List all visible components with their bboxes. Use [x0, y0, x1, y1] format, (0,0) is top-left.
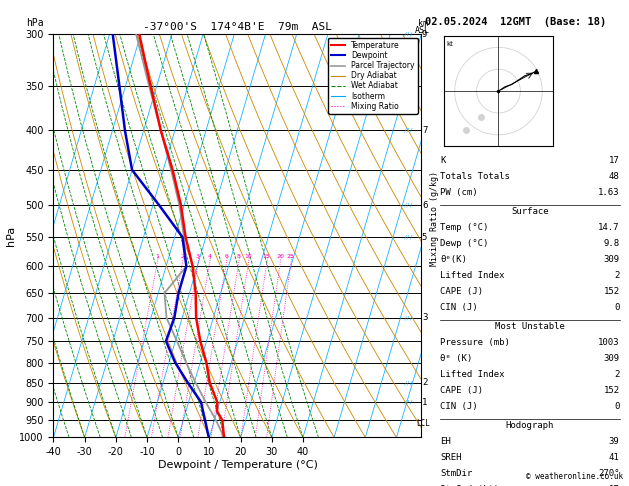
Text: 15: 15 [263, 254, 270, 260]
Text: ///: /// [403, 32, 413, 36]
Text: 152: 152 [603, 287, 620, 296]
Text: K: K [440, 156, 446, 165]
Title: -37°00'S  174°4B'E  79m  ASL: -37°00'S 174°4B'E 79m ASL [143, 22, 332, 32]
Text: Temp (°C): Temp (°C) [440, 223, 489, 232]
Text: 0: 0 [614, 303, 620, 312]
X-axis label: Dewpoint / Temperature (°C): Dewpoint / Temperature (°C) [157, 460, 318, 470]
Text: ///: /// [403, 399, 413, 405]
Text: Lifted Index: Lifted Index [440, 370, 505, 379]
Text: 1003: 1003 [598, 338, 620, 347]
Text: 39: 39 [609, 437, 620, 446]
Text: CIN (J): CIN (J) [440, 402, 478, 411]
Text: 9.8: 9.8 [603, 239, 620, 248]
Text: 41: 41 [609, 453, 620, 462]
Text: Lifted Index: Lifted Index [440, 271, 505, 280]
Text: ///: /// [403, 203, 413, 208]
Text: 1: 1 [155, 254, 159, 260]
Text: © weatheronline.co.uk: © weatheronline.co.uk [526, 472, 623, 481]
Text: ///: /// [403, 235, 413, 240]
Text: 6: 6 [225, 254, 228, 260]
Y-axis label: hPa: hPa [6, 226, 16, 246]
Text: Surface: Surface [511, 207, 548, 216]
Text: 14.7: 14.7 [598, 223, 620, 232]
Text: 10: 10 [245, 254, 252, 260]
Text: ASL: ASL [415, 26, 430, 35]
Text: 1.63: 1.63 [598, 188, 620, 197]
Text: 20: 20 [276, 254, 284, 260]
Text: 6: 6 [422, 201, 427, 209]
Text: 309: 309 [603, 354, 620, 363]
Text: 7: 7 [422, 126, 427, 135]
Text: ///: /// [403, 128, 413, 133]
Text: km: km [418, 19, 428, 28]
Text: 9: 9 [422, 30, 427, 38]
Text: Most Unstable: Most Unstable [495, 322, 565, 331]
Text: CAPE (J): CAPE (J) [440, 386, 483, 395]
Text: 2: 2 [181, 254, 184, 260]
Text: CAPE (J): CAPE (J) [440, 287, 483, 296]
Text: hPa: hPa [26, 18, 44, 28]
Text: 0: 0 [614, 402, 620, 411]
Text: Pressure (mb): Pressure (mb) [440, 338, 510, 347]
Text: 8: 8 [237, 254, 240, 260]
Text: 17: 17 [609, 485, 620, 486]
Text: 270°: 270° [598, 469, 620, 478]
Text: Totals Totals: Totals Totals [440, 172, 510, 181]
Text: 2: 2 [614, 271, 620, 280]
Text: StmSpd (kt): StmSpd (kt) [440, 485, 499, 486]
Text: Mixing Ratio (g/kg): Mixing Ratio (g/kg) [430, 171, 438, 266]
Text: Dewp (°C): Dewp (°C) [440, 239, 489, 248]
Text: CIN (J): CIN (J) [440, 303, 478, 312]
Text: 1: 1 [422, 398, 427, 407]
Text: 17: 17 [609, 156, 620, 165]
Text: 2: 2 [422, 379, 427, 387]
Text: 309: 309 [603, 255, 620, 264]
Text: LCL: LCL [416, 419, 430, 428]
Text: θᵉ(K): θᵉ(K) [440, 255, 467, 264]
Text: Hodograph: Hodograph [506, 421, 554, 430]
Text: EH: EH [440, 437, 451, 446]
Text: 25: 25 [287, 254, 295, 260]
Text: StmDir: StmDir [440, 469, 472, 478]
Text: 5: 5 [422, 233, 427, 242]
Text: kt: kt [446, 41, 453, 47]
Text: θᵉ (K): θᵉ (K) [440, 354, 472, 363]
Text: PW (cm): PW (cm) [440, 188, 478, 197]
Text: 3: 3 [422, 313, 427, 322]
Text: 48: 48 [609, 172, 620, 181]
Text: 2: 2 [614, 370, 620, 379]
Text: 02.05.2024  12GMT  (Base: 18): 02.05.2024 12GMT (Base: 18) [425, 17, 606, 27]
Text: 3: 3 [196, 254, 200, 260]
Text: ///: /// [403, 381, 413, 385]
Legend: Temperature, Dewpoint, Parcel Trajectory, Dry Adiabat, Wet Adiabat, Isotherm, Mi: Temperature, Dewpoint, Parcel Trajectory… [328, 38, 418, 114]
Text: 152: 152 [603, 386, 620, 395]
Text: 4: 4 [208, 254, 211, 260]
Text: ///: /// [403, 315, 413, 320]
Text: SREH: SREH [440, 453, 462, 462]
